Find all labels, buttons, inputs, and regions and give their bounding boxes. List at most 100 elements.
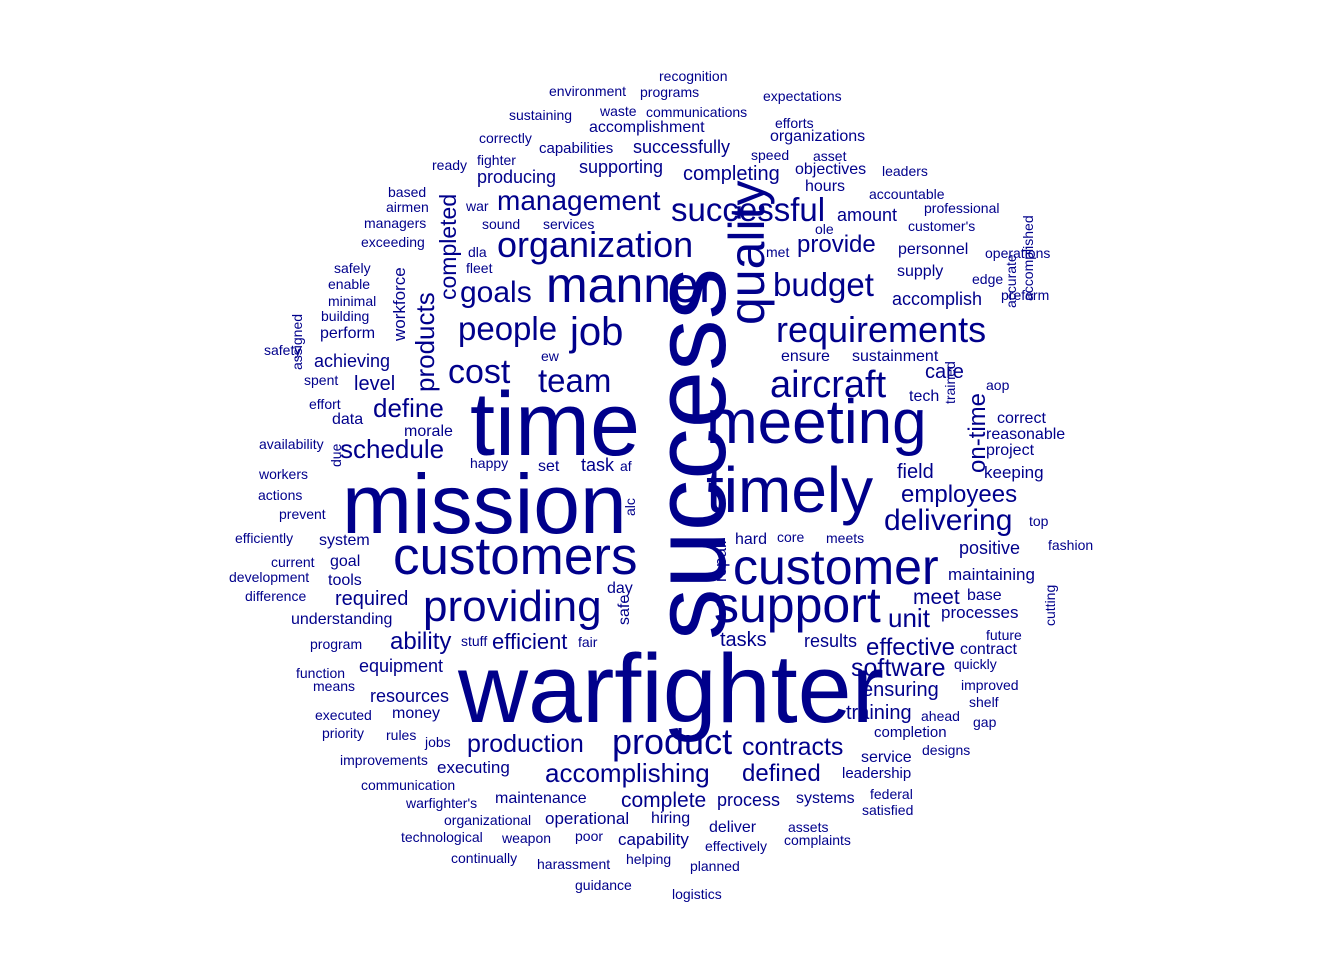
word-providing: providing bbox=[423, 582, 602, 631]
word-completion: completion bbox=[874, 724, 947, 741]
word-shelf: shelf bbox=[969, 694, 999, 710]
word-base: base bbox=[967, 587, 1002, 604]
word-aop: aop bbox=[986, 377, 1010, 393]
word-dla: dla bbox=[468, 244, 487, 260]
word-environment: environment bbox=[549, 83, 627, 99]
word-prevent: prevent bbox=[279, 506, 326, 522]
word-supply: supply bbox=[897, 263, 944, 280]
word-efficient: efficient bbox=[492, 629, 568, 654]
word-effective: effective bbox=[866, 634, 955, 661]
word-products: products bbox=[410, 292, 440, 392]
word-top: top bbox=[1029, 513, 1049, 529]
word-federal: federal bbox=[870, 786, 913, 802]
word-repair: repair bbox=[711, 538, 730, 582]
word-met: met bbox=[766, 244, 790, 260]
word-happy: happy bbox=[470, 455, 509, 471]
word-complaints: complaints bbox=[784, 832, 851, 848]
word-leadership: leadership bbox=[842, 765, 912, 782]
word-satisfied: satisfied bbox=[862, 802, 914, 818]
word-executing: executing bbox=[437, 758, 510, 777]
word-recognition: recognition bbox=[659, 68, 728, 84]
word-unit: unit bbox=[888, 603, 930, 633]
word-define: define bbox=[373, 393, 444, 423]
word-delivering: delivering bbox=[884, 504, 1013, 537]
word-required: required bbox=[335, 588, 409, 610]
word-mission: mission bbox=[342, 457, 627, 551]
word-support: support bbox=[714, 577, 881, 633]
word-producing: producing bbox=[477, 167, 557, 187]
word-accomplishing: accomplishing bbox=[545, 758, 710, 788]
word-completing: completing bbox=[683, 163, 780, 185]
word-completed: completed bbox=[435, 193, 461, 300]
word-waste: waste bbox=[600, 103, 637, 119]
word-development: development bbox=[229, 569, 310, 585]
word-actions: actions bbox=[258, 487, 303, 503]
word-cutting: cutting bbox=[1042, 584, 1058, 626]
word-expectations: expectations bbox=[763, 88, 842, 104]
word-safely: safely bbox=[334, 260, 371, 276]
word-function: function bbox=[296, 665, 346, 681]
word-sound: sound bbox=[482, 216, 521, 232]
word-set: set bbox=[538, 458, 560, 475]
word-quickly: quickly bbox=[954, 656, 997, 672]
word-ready: ready bbox=[432, 157, 468, 173]
word-budget: budget bbox=[773, 266, 874, 303]
word-organization: organization bbox=[497, 224, 694, 265]
word-sustaining: sustaining bbox=[509, 107, 573, 123]
word-designs: designs bbox=[922, 742, 971, 758]
word-workforce: workforce bbox=[390, 267, 409, 341]
word-airmen: airmen bbox=[386, 199, 429, 215]
word-hard: hard bbox=[735, 531, 768, 548]
word-leaders: leaders bbox=[882, 163, 928, 179]
word-asset: asset bbox=[813, 148, 847, 164]
word-accomplishment: accomplishment bbox=[589, 119, 705, 136]
word-field: field bbox=[897, 461, 934, 483]
word-positive: positive bbox=[959, 538, 1021, 558]
word-tasks: tasks bbox=[720, 629, 767, 651]
word-system: system bbox=[319, 532, 370, 549]
word-amount: amount bbox=[837, 205, 898, 225]
word-day: day bbox=[607, 580, 633, 597]
word-task: task bbox=[581, 455, 615, 475]
word-contract: contract bbox=[960, 641, 1017, 658]
word-accomplish: accomplish bbox=[892, 289, 983, 309]
word-communication: communication bbox=[361, 777, 456, 793]
word-goals: goals bbox=[460, 276, 532, 309]
word-hours: hours bbox=[805, 178, 846, 195]
word-cost: cost bbox=[448, 353, 511, 391]
word-edge: edge bbox=[972, 271, 1004, 287]
word-complete: complete bbox=[621, 789, 707, 812]
word-speed: speed bbox=[751, 147, 790, 163]
word-continually: continually bbox=[451, 850, 518, 866]
word-war: war bbox=[466, 198, 489, 214]
word-morale: morale bbox=[404, 423, 453, 440]
word-improvements: improvements bbox=[340, 752, 428, 768]
word-product: product bbox=[612, 721, 733, 762]
word-effort: effort bbox=[309, 396, 341, 412]
word-process: process bbox=[717, 790, 781, 810]
word-services: services bbox=[543, 216, 595, 232]
word-tools: tools bbox=[328, 572, 362, 589]
word-successful: successful bbox=[671, 191, 826, 228]
word-aircraft: aircraft bbox=[770, 364, 887, 406]
word-rules: rules bbox=[386, 727, 417, 743]
word-current: current bbox=[271, 554, 315, 570]
word-ahead: ahead bbox=[921, 708, 960, 724]
word-poor: poor bbox=[575, 828, 604, 844]
word-training: training bbox=[846, 702, 912, 724]
word-improved: improved bbox=[961, 677, 1019, 693]
word-schedule: schedule bbox=[340, 434, 445, 464]
word-operations: operations bbox=[985, 245, 1051, 261]
word-warfighter: warfighter bbox=[458, 634, 884, 743]
word-supporting: supporting bbox=[579, 157, 664, 177]
word-due: due bbox=[328, 443, 344, 467]
word-people: people bbox=[458, 310, 558, 347]
word-successfully: successfully bbox=[633, 137, 731, 157]
word-planned: planned bbox=[690, 858, 740, 874]
word-effectively: effectively bbox=[705, 838, 767, 854]
word-correct: correct bbox=[997, 410, 1046, 427]
word-future: future bbox=[986, 627, 1022, 643]
word-availability: availability bbox=[259, 436, 324, 452]
word-exceeding: exceeding bbox=[361, 234, 425, 250]
